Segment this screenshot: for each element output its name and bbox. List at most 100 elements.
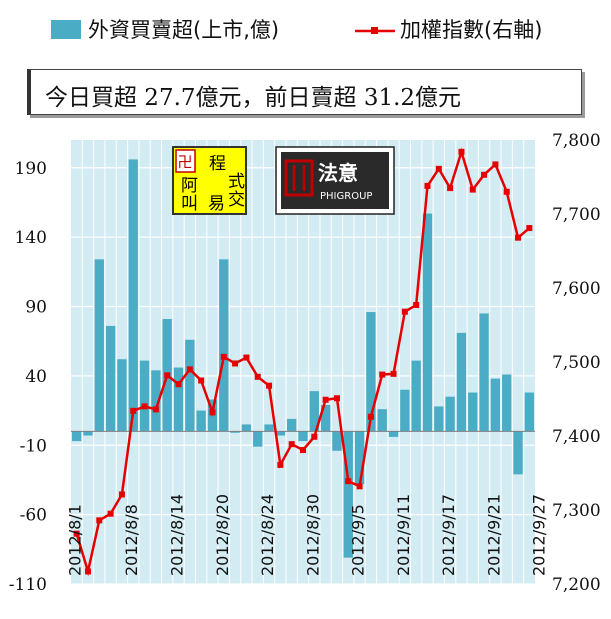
line-series [73,147,533,577]
x-date-label: 2012/9/11 [394,494,413,576]
bar [298,431,308,442]
svg-text:卍: 卍 [177,153,192,171]
bar [411,360,421,432]
line-point [300,447,306,454]
line-point [469,186,476,193]
line-point [107,510,114,517]
bar [105,325,116,432]
bar [72,431,82,442]
line-point [266,382,273,389]
x-date-label: 2012/9/17 [439,494,458,576]
bar [173,367,184,432]
chart-area: 190 140 90 40 -10 -60 -110 7,800 7,700 7,600 7,50… [9,131,601,595]
bar [230,431,240,433]
left-tick-label: 190 [15,159,47,179]
line-point [209,409,216,416]
bar [253,431,263,447]
right-tick-label: 7,200 [552,575,601,595]
line-point [243,354,250,361]
logo-char: 易 [208,194,225,214]
line-point [254,373,261,380]
bar [490,378,501,432]
line-point [435,165,442,172]
bar [128,159,138,432]
phigroup-logo-text: 法意 [318,161,358,185]
bar [275,431,286,436]
line-point [447,185,454,192]
line-point [356,483,363,490]
line-point [73,530,80,537]
line-point [492,161,499,168]
right-tick-label: 7,600 [552,279,601,299]
line-point [345,478,352,485]
bar [83,431,93,436]
line-point [379,371,386,378]
right-tick-label: 7,400 [552,427,601,447]
bar [434,406,444,432]
x-date-label: 2012/9/21 [484,494,503,576]
line-point [458,148,465,155]
line-point [311,433,318,440]
bar-legend-swatch [51,20,81,39]
left-axis-ticks: 190 140 90 40 -10 -60 -110 [9,159,47,595]
line-point [130,407,137,414]
bar [479,313,489,432]
gridlines [71,140,535,585]
line-point [186,366,193,373]
logo-char: 程 [209,154,226,174]
line-point [232,360,239,367]
line-point [84,568,91,575]
bar [241,424,252,432]
bar [354,431,365,485]
line-point [367,413,374,420]
summary-text: 今日買超 27.7億元，前日賣超 31.2億元 [45,85,462,111]
line-point [164,372,171,379]
logo-char: 交 [228,190,245,210]
bar [388,431,399,437]
x-date-label: 2012/8/1 [66,504,85,576]
right-tick-label: 7,300 [552,501,601,521]
bar [332,431,342,451]
line-point [277,461,284,468]
line-point [198,377,205,384]
logo-char: 式 [228,172,245,192]
bar [219,259,229,432]
right-tick-label: 7,700 [552,205,601,225]
bar [400,389,410,432]
bar [422,213,433,432]
line-point [333,395,340,402]
left-tick-label: -10 [20,436,47,456]
bar [139,360,150,432]
bar [502,374,512,432]
line-point [424,182,431,189]
bar [264,424,274,432]
line-point [288,441,295,448]
x-axis-date-labels: 2012/8/1 2012/8/8 2012/8/14 2012/8/20 2012/8… [66,494,549,576]
line-point [220,353,227,360]
bar [513,431,523,475]
right-axis-ticks: 7,800 7,700 7,600 7,500 7,400 7,300 7,200 [552,131,601,595]
x-date-label: 2012/8/30 [303,494,322,576]
right-tick-label: 7,800 [552,131,601,151]
left-tick-label: 90 [25,298,47,318]
bar [445,396,455,432]
bar-legend-label: 外資買賣超(上市,億) [88,18,280,42]
bar [377,409,387,432]
bar [94,259,104,432]
line-point [322,396,329,403]
line-point [152,406,159,413]
bar [524,392,534,432]
line-point [118,491,125,498]
x-date-label: 2012/9/5 [349,504,368,576]
line-point [401,308,408,315]
bar [320,405,331,432]
line-legend-label: 加權指數(右軸) [400,18,543,42]
summary-box: 今日買超 27.7億元，前日賣超 31.2億元 [27,69,582,115]
x-date-label: 2012/9/27 [530,494,549,576]
bar [185,339,195,432]
logo-char: 阿 [181,176,198,196]
cheng-shi-jiao-yi-logo: 卍 程 式 交 易 阿 叫 [172,146,247,215]
left-tick-label: 40 [25,367,47,387]
bar [287,418,297,432]
left-tick-label: -60 [20,506,47,526]
